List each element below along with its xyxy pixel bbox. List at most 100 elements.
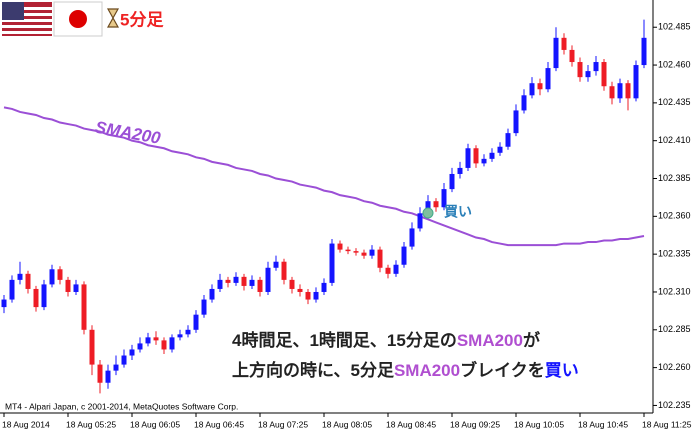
candle-body [617, 83, 623, 99]
footer: MT4 - Alpari Japan, c 2001-2014, MetaQuo… [5, 401, 238, 411]
candle-body [433, 201, 439, 208]
candle-body [337, 243, 343, 250]
candle-body [569, 49, 575, 63]
y-tick-label: 102.335 [658, 249, 691, 259]
x-tick-label: 18 Aug 10:05 [514, 419, 564, 429]
candle-body [553, 37, 559, 69]
candle-body [161, 340, 167, 350]
caption-part: SMA200 [394, 361, 460, 380]
y-tick-label: 102.235 [658, 400, 691, 410]
candle-body [441, 189, 447, 208]
candle-body [289, 279, 295, 289]
buy-marker [422, 207, 434, 219]
candle-body [1, 299, 7, 308]
candle-body [201, 299, 207, 315]
candle-body [113, 364, 119, 371]
candle-body [585, 71, 591, 78]
candle-body [361, 252, 367, 256]
candle-body [529, 83, 535, 96]
sma-line [3, 106, 645, 247]
candle-body [81, 284, 87, 330]
candle-body [225, 279, 231, 283]
candle-body [25, 273, 31, 289]
candle-body [249, 279, 255, 286]
candle-body [193, 314, 199, 330]
candle-body [17, 273, 23, 280]
y-tick-label: 102.310 [658, 286, 691, 296]
candle-body [297, 288, 303, 292]
candle-body [577, 62, 583, 78]
hourglass-icon [106, 8, 120, 28]
candle-body [321, 282, 327, 292]
x-tick-label: 18 Aug 10:45 [578, 419, 628, 429]
candle-body [281, 261, 287, 280]
candle-body [169, 337, 175, 350]
candle-body [521, 95, 527, 111]
candle-body [449, 173, 455, 190]
candle-body [257, 279, 263, 292]
caption-part: 買い [545, 361, 579, 380]
candle-body [345, 249, 351, 252]
candle-body [625, 83, 631, 99]
candle-body [385, 267, 391, 274]
candle-body [561, 37, 567, 50]
candle-body [313, 291, 319, 300]
candle-body [273, 261, 279, 268]
candle-body [593, 62, 599, 72]
candle-body [465, 148, 471, 168]
candle-body [105, 370, 111, 383]
caption-part: 上方向の時に、5分足 [232, 360, 394, 380]
candle-body [49, 269, 55, 285]
y-tick-label: 102.460 [658, 59, 691, 69]
candle-body [609, 86, 615, 99]
candle-body [369, 249, 375, 256]
x-tick-label: 18 Aug 08:05 [322, 419, 372, 429]
candle-body [177, 334, 183, 338]
candle-body [121, 355, 127, 365]
candle-body [353, 251, 359, 253]
x-tick-label: 18 Aug 05:25 [66, 419, 116, 429]
japan-flag [53, 1, 103, 37]
candle-body [145, 337, 151, 344]
chart-title: 5分足 [120, 10, 163, 29]
candle-body [497, 146, 503, 153]
candle-body [393, 264, 399, 274]
candle-body [73, 284, 79, 292]
candle-body [129, 349, 135, 356]
candle-body [513, 110, 519, 134]
caption-part: が [523, 330, 540, 350]
candle-body [89, 329, 95, 365]
candle-body [425, 201, 431, 214]
candle-body [209, 288, 215, 300]
x-tick-label: 18 Aug 07:25 [258, 419, 308, 429]
y-tick-label: 102.260 [658, 362, 691, 372]
candle-body [601, 62, 607, 87]
candle-body [641, 37, 647, 66]
candle-body [545, 68, 551, 90]
buy-label: 買い [444, 204, 472, 220]
candle-body [97, 364, 103, 383]
x-tick-label: 18 Aug 09:25 [450, 419, 500, 429]
candle-body [153, 337, 159, 341]
x-tick-label: 18 Aug 06:05 [130, 419, 180, 429]
candle-body [265, 267, 271, 292]
candle-body [41, 284, 47, 308]
caption-line: 上方向の時に、5分足SMA200ブレイクを買い [232, 360, 579, 380]
candle-body [217, 279, 223, 289]
candle-body [137, 343, 143, 350]
us-flag [2, 2, 52, 36]
candle-body [377, 249, 383, 268]
candle-body [473, 148, 479, 164]
candle-body [305, 291, 311, 300]
candle-body [489, 152, 495, 159]
candle-body [65, 279, 71, 292]
caption-part: SMA200 [457, 331, 523, 350]
candle-body [537, 83, 543, 90]
x-tick-label: 18 Aug 06:45 [194, 419, 244, 429]
candle-body [401, 246, 407, 265]
candle-body [233, 276, 239, 283]
y-tick-label: 102.410 [658, 135, 691, 145]
candle-body [185, 329, 191, 335]
candle-body [633, 65, 639, 99]
candle-body [33, 288, 39, 308]
